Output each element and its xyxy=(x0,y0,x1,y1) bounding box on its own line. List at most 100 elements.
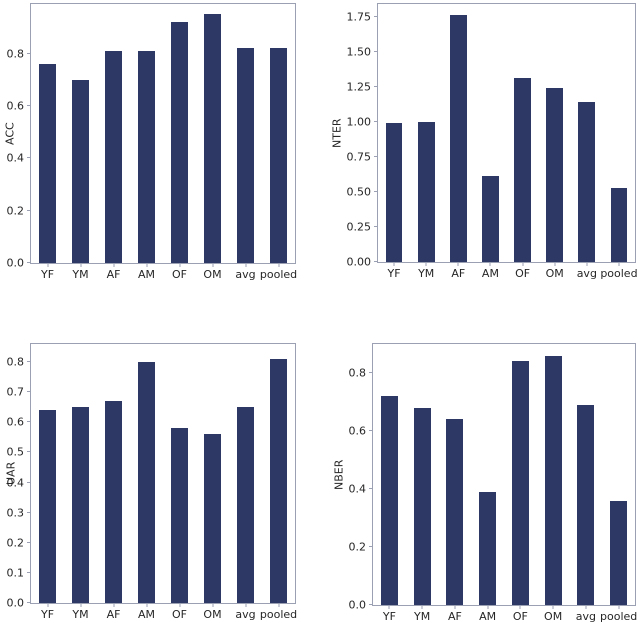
x-tick-label: YF xyxy=(40,608,55,621)
y-tick-mark xyxy=(27,571,30,573)
y-tick-mark xyxy=(374,261,377,262)
y-tick-label: 0.4 xyxy=(6,151,25,165)
x-tick-mark xyxy=(586,263,588,266)
y-tick-mark xyxy=(27,105,30,107)
y-axis-label: NBER xyxy=(332,459,346,490)
x-tick-mark xyxy=(454,606,456,609)
y-tick-label: 0.00 xyxy=(346,255,372,269)
bar xyxy=(482,176,499,262)
bar xyxy=(203,434,222,603)
bar xyxy=(446,419,464,605)
y-tick-mark xyxy=(27,157,30,159)
x-tick-label: OF xyxy=(512,610,528,623)
x-tick-label: YF xyxy=(382,610,396,623)
bar xyxy=(203,14,222,263)
x-tick-mark xyxy=(113,604,114,607)
y-tick-label: 0.75 xyxy=(346,150,372,164)
x-tick-mark xyxy=(618,263,620,266)
bar xyxy=(514,78,531,262)
y-tick-mark xyxy=(27,511,30,513)
x-tick-label: avg xyxy=(235,608,256,621)
x-tick-label: AM xyxy=(479,610,497,623)
x-tick-mark xyxy=(519,606,521,609)
y-tick-mark xyxy=(374,120,377,122)
y-tick-label: 0.6 xyxy=(348,424,367,438)
y-tick-label: 1.25 xyxy=(346,80,372,94)
x-tick-label: AF xyxy=(447,610,462,623)
y-tick-mark xyxy=(27,602,30,603)
x-tick-label: OM xyxy=(545,267,564,280)
x-tick-label: OF xyxy=(515,267,531,280)
bar xyxy=(269,359,288,603)
y-tick-mark xyxy=(27,361,30,363)
y-tick-mark xyxy=(369,488,372,489)
y-tick-mark xyxy=(27,52,30,54)
bar xyxy=(385,123,403,262)
bar xyxy=(71,407,90,603)
x-tick-mark xyxy=(421,606,423,609)
bar xyxy=(449,15,467,262)
bar xyxy=(38,410,57,603)
x-tick-mark xyxy=(113,264,114,267)
y-tick-label: 0.0 xyxy=(6,596,25,610)
bar xyxy=(577,404,595,605)
y-tick-label: 0.2 xyxy=(348,540,367,554)
y-axis-label: UAR xyxy=(4,461,18,486)
y-tick-mark xyxy=(369,604,372,605)
x-tick-mark xyxy=(554,263,556,266)
x-tick-mark xyxy=(212,604,213,607)
y-tick-mark xyxy=(27,451,30,453)
bar xyxy=(71,79,90,263)
bar xyxy=(413,407,431,605)
bar xyxy=(104,51,123,263)
y-tick-label: 0.8 xyxy=(6,355,25,369)
y-tick-mark xyxy=(27,541,30,543)
y-tick-label: 0.6 xyxy=(6,415,25,429)
y-tick-label: 1.75 xyxy=(346,10,372,24)
y-tick-label: 0.0 xyxy=(348,598,367,612)
bar xyxy=(236,48,255,263)
y-tick-mark xyxy=(27,209,30,211)
chart-acc: ACC 0.0 0.2 0.4 0.6 0.8 YF YM AF AM OF OM avg pooled xyxy=(4,3,297,280)
x-tick-label: OF xyxy=(172,608,187,621)
x-tick-mark xyxy=(179,264,180,267)
x-tick-label: YM xyxy=(72,608,89,621)
plot-area xyxy=(377,3,636,263)
x-tick-label: pooled xyxy=(600,267,638,280)
x-tick-mark xyxy=(245,264,246,267)
x-tick-mark xyxy=(212,264,213,267)
x-tick-label: YF xyxy=(40,268,55,281)
bar xyxy=(578,102,596,262)
y-tick-label: 0.4 xyxy=(6,476,25,490)
x-tick-mark xyxy=(393,263,395,266)
x-tick-label: OF xyxy=(172,268,187,281)
y-tick-mark xyxy=(374,85,377,87)
bar xyxy=(544,355,562,605)
x-tick-label: AM xyxy=(137,608,156,621)
y-tick-mark xyxy=(369,372,372,373)
x-tick-mark xyxy=(146,264,147,267)
y-tick-mark xyxy=(374,155,377,157)
y-tick-label: 1.50 xyxy=(346,45,372,59)
y-tick-label: 0.2 xyxy=(6,204,25,218)
x-tick-label: avg xyxy=(576,267,597,280)
plot-area xyxy=(30,343,296,604)
y-tick-label: 0.7 xyxy=(6,385,25,399)
x-tick-label: YM xyxy=(418,267,435,280)
bar xyxy=(610,500,628,605)
bar xyxy=(417,121,435,262)
y-tick-label: 0.0 xyxy=(6,256,25,270)
x-tick-mark xyxy=(245,604,246,607)
x-tick-mark xyxy=(457,263,459,266)
x-tick-label: AF xyxy=(106,268,121,281)
y-tick-label: 0.5 xyxy=(6,445,25,459)
plot-area xyxy=(30,3,296,264)
bar xyxy=(479,491,497,605)
y-tick-mark xyxy=(27,391,30,393)
x-tick-mark xyxy=(47,604,48,607)
x-tick-label: avg xyxy=(575,610,596,623)
x-tick-mark xyxy=(585,606,587,609)
y-tick-mark xyxy=(374,190,377,192)
x-tick-label: AM xyxy=(137,268,156,281)
y-tick-label: 0.50 xyxy=(346,185,372,199)
